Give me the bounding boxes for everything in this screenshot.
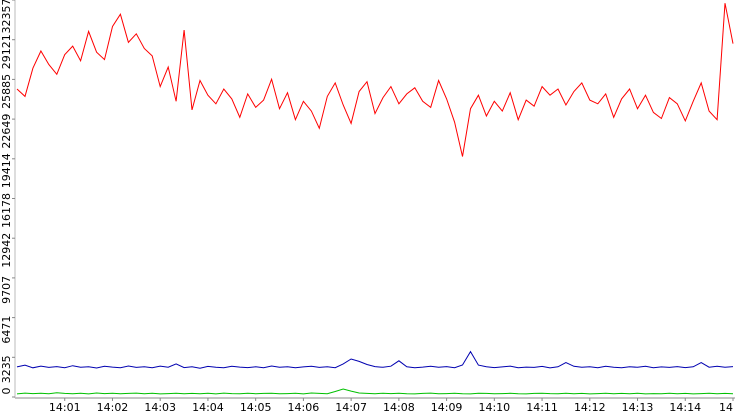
x-tick-label: 14:02	[97, 401, 129, 414]
series-line	[16, 3, 734, 157]
x-tick-label: 14:10	[478, 401, 510, 414]
x-tick-label: 14:04	[192, 401, 224, 414]
y-tick-label: 0	[0, 388, 13, 395]
y-tick-label: 12942	[0, 233, 13, 268]
x-tick-label: 14:08	[383, 401, 415, 414]
y-tick-label: 9707	[0, 276, 13, 304]
y-tick-label: 22649	[0, 114, 13, 149]
x-tick-label: 14:06	[288, 401, 320, 414]
y-tick-label: 3235	[0, 355, 13, 383]
x-tick-label: 14:03	[144, 401, 176, 414]
series-line	[16, 350, 734, 369]
x-tick-label: 14:12	[574, 401, 606, 414]
y-tick-label: 19414	[0, 153, 13, 188]
y-tick-label: 25885	[0, 74, 13, 109]
x-tick-label: 14:13	[622, 401, 654, 414]
x-tick-label: 14:07	[335, 401, 367, 414]
x-tick-label: 14:01	[49, 401, 81, 414]
y-tick-label: 29121	[0, 34, 13, 69]
y-tick-label: 32357	[0, 0, 13, 34]
x-tick-label: 14:14	[669, 401, 701, 414]
series-line	[16, 388, 734, 395]
y-tick-label: 16178	[0, 193, 13, 228]
x-tick-label: 14	[719, 401, 733, 414]
x-tick-label: 14:11	[526, 401, 558, 414]
y-tick-label: 6471	[0, 316, 13, 344]
x-tick-label: 14:05	[240, 401, 272, 414]
x-tick-label: 14:09	[431, 401, 463, 414]
